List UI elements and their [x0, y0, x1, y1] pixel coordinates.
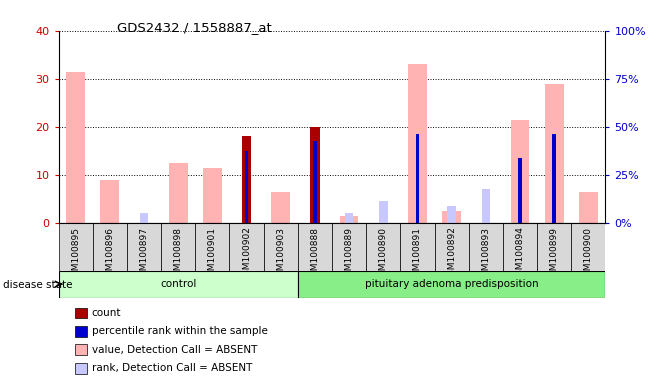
Text: GSM100889: GSM100889 [344, 227, 353, 281]
Text: GSM100902: GSM100902 [242, 227, 251, 281]
Bar [510, 119, 529, 223]
Text: GSM100888: GSM100888 [311, 227, 320, 281]
Text: pituitary adenoma predisposition: pituitary adenoma predisposition [365, 279, 538, 289]
Bar [482, 189, 490, 223]
Text: GSM100893: GSM100893 [481, 227, 490, 281]
Bar [161, 223, 195, 271]
Text: disease state: disease state [3, 280, 73, 290]
Bar [203, 167, 222, 223]
Text: GSM100894: GSM100894 [516, 227, 525, 281]
Text: GSM100891: GSM100891 [413, 227, 422, 281]
Bar [169, 163, 187, 223]
Bar [127, 223, 161, 271]
Bar [408, 64, 427, 223]
Bar [298, 271, 605, 298]
Text: GSM100898: GSM100898 [174, 227, 183, 281]
Bar [447, 206, 456, 223]
Text: GSM100903: GSM100903 [276, 227, 285, 281]
Text: GSM100897: GSM100897 [139, 227, 148, 281]
Text: GSM100896: GSM100896 [105, 227, 115, 281]
Text: count: count [92, 308, 121, 318]
Bar [518, 158, 521, 223]
Text: control: control [160, 279, 197, 289]
Text: rank, Detection Call = ABSENT: rank, Detection Call = ABSENT [92, 363, 252, 373]
Bar [59, 223, 92, 271]
Bar [579, 192, 598, 223]
Text: GSM100899: GSM100899 [549, 227, 559, 281]
Bar [100, 180, 119, 223]
Text: GSM100895: GSM100895 [71, 227, 80, 281]
Bar [229, 223, 264, 271]
Bar [572, 223, 605, 271]
Bar [545, 84, 564, 223]
Bar [345, 213, 353, 223]
Text: GDS2432 / 1558887_at: GDS2432 / 1558887_at [117, 21, 272, 34]
Bar [469, 223, 503, 271]
Text: GSM100900: GSM100900 [584, 227, 593, 281]
Bar [340, 215, 359, 223]
Bar [332, 223, 366, 271]
Text: percentile rank within the sample: percentile rank within the sample [92, 326, 268, 336]
Text: value, Detection Call = ABSENT: value, Detection Call = ABSENT [92, 345, 257, 355]
Bar [553, 134, 556, 223]
Bar [298, 223, 332, 271]
Bar [264, 223, 298, 271]
Bar [195, 223, 229, 271]
Bar [242, 136, 251, 223]
Bar [245, 151, 248, 223]
Bar [313, 141, 316, 223]
Bar [92, 223, 127, 271]
Text: GSM100901: GSM100901 [208, 227, 217, 281]
Bar [66, 71, 85, 223]
Bar [271, 192, 290, 223]
Bar [379, 201, 387, 223]
Bar [400, 223, 435, 271]
Bar [311, 127, 320, 223]
Bar [537, 223, 572, 271]
Bar [503, 223, 537, 271]
Bar [442, 211, 461, 223]
Bar [434, 223, 469, 271]
Text: GSM100890: GSM100890 [379, 227, 388, 281]
Bar [140, 213, 148, 223]
Bar [59, 271, 298, 298]
Text: GSM100892: GSM100892 [447, 227, 456, 281]
Bar [366, 223, 400, 271]
Bar [416, 134, 419, 223]
